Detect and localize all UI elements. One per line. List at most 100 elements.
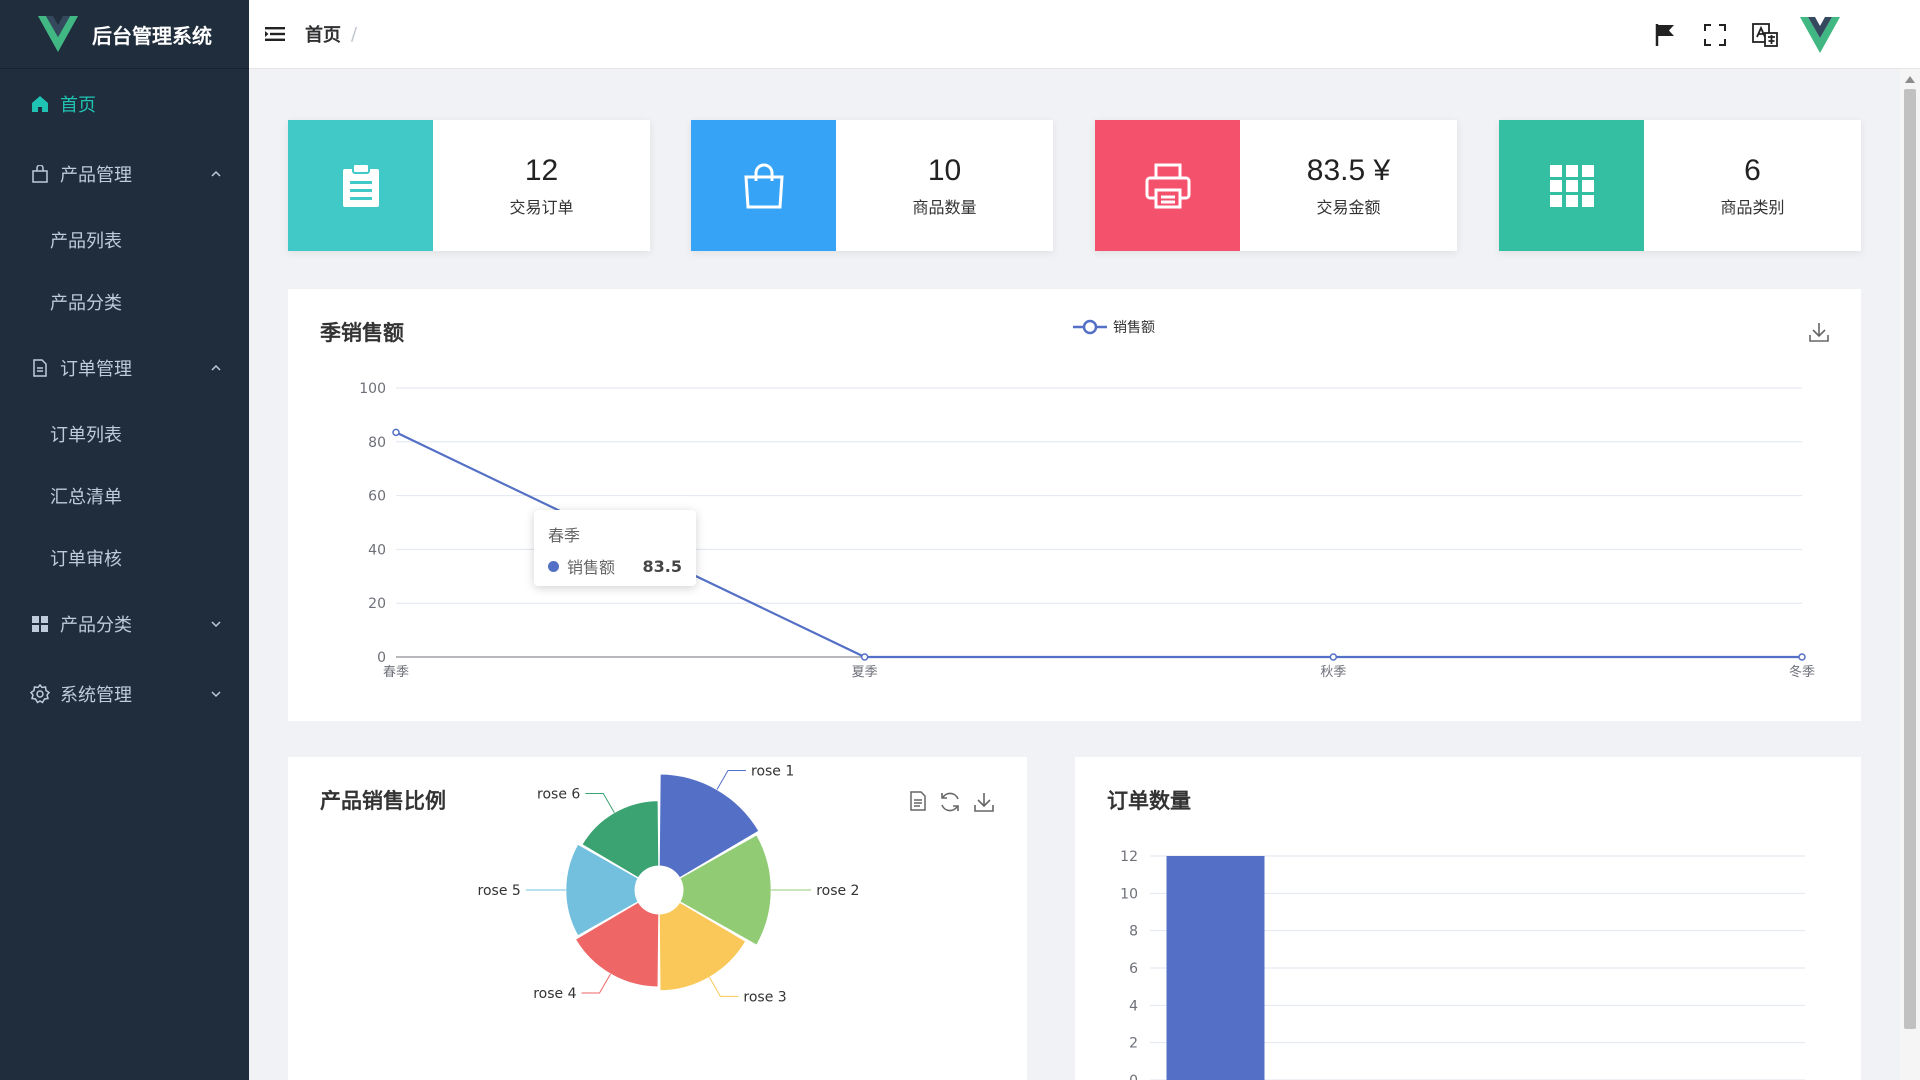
slice-label: rose 4 xyxy=(533,986,576,1002)
seasonal-sales-panel: 季销售额 销售额 0 20 40 60 80 100 春季 夏季 秋季 冬季 春季 销售额 83.… xyxy=(288,289,1861,721)
slice-label: rose 1 xyxy=(751,763,794,779)
y-tick-label: 4 xyxy=(1129,998,1138,1014)
order-count-panel: 订单数量 0 2 4 6 8 10 12 xyxy=(1075,757,1861,1080)
data-point xyxy=(1329,653,1338,661)
sidebar-subitem-product-category[interactable]: 产品分类 xyxy=(50,293,122,314)
y-tick-label: 12 xyxy=(1120,849,1138,865)
product-sales-ratio-panel: 产品销售比例 rose 1 rose 2 rose 3 rose 4 rose 5 ros… xyxy=(288,757,1027,1080)
translate-icon[interactable] xyxy=(1752,22,1778,48)
shopping-bag-icon xyxy=(691,120,836,251)
document-icon xyxy=(30,358,50,378)
tooltip-dot xyxy=(548,560,559,572)
stat-value: 6 xyxy=(1744,153,1761,187)
y-tick-label: 8 xyxy=(1129,924,1138,940)
y-tick-label: 40 xyxy=(368,542,386,558)
stat-value: 12 xyxy=(524,153,559,187)
chart-tooltip: 春季 销售额 83.5 xyxy=(534,510,696,586)
app-logo[interactable]: 后台管理系统 xyxy=(0,0,249,69)
stat-card-categories[interactable]: 6 商品类别 xyxy=(1499,120,1861,251)
label-line xyxy=(716,769,746,790)
vue-logo-icon xyxy=(38,16,78,52)
fullscreen-icon[interactable] xyxy=(1702,22,1728,48)
label-line xyxy=(585,793,615,813)
scroll-up-arrow[interactable] xyxy=(1905,76,1915,83)
stat-value: 83.5 ¥ xyxy=(1306,153,1391,187)
sidebar: 后台管理系统 首页 产品管理 产品列表 产品分类 订单管理 订单列表 汇总清单 … xyxy=(0,0,249,1080)
x-tick-label: 夏季 xyxy=(852,665,878,680)
breadcrumb: 首页 / xyxy=(305,21,357,47)
panel-title: 订单数量 xyxy=(1107,789,1191,813)
slice-label: rose 5 xyxy=(478,883,521,899)
chevron-up-icon xyxy=(211,364,221,371)
sidebar-item-system-management[interactable]: 系统管理 xyxy=(0,659,249,729)
stat-body: 6 商品类别 xyxy=(1644,120,1861,251)
bar xyxy=(1166,856,1265,1080)
sidebar-item-label: 订单管理 xyxy=(60,359,132,380)
pie-slice xyxy=(658,901,747,992)
tooltip-value: 83.5 xyxy=(642,556,682,576)
y-tick-label: 100 xyxy=(359,381,386,397)
sidebar-item-product-management[interactable]: 产品管理 xyxy=(0,139,249,209)
panel-title: 季销售额 xyxy=(320,321,404,345)
stat-body: 10 商品数量 xyxy=(836,120,1053,251)
data-point xyxy=(1798,653,1806,661)
sidebar-item-product-category[interactable]: 产品分类 xyxy=(0,589,249,659)
slice-label: rose 6 xyxy=(537,787,580,803)
stat-value: 10 xyxy=(927,153,962,187)
home-icon xyxy=(30,94,50,114)
hamburger-icon[interactable] xyxy=(265,26,285,42)
stat-label: 商品类别 xyxy=(1720,197,1785,217)
chevron-down-icon xyxy=(211,691,221,698)
sidebar-subitem-order-list[interactable]: 订单列表 xyxy=(50,425,122,446)
stat-card-orders[interactable]: 12 交易订单 xyxy=(288,120,650,251)
chart-legend[interactable]: 销售额 xyxy=(1073,317,1155,337)
sidebar-subitem-summary-list[interactable]: 汇总清单 xyxy=(50,487,122,508)
data-point xyxy=(860,653,869,661)
sidebar-item-label: 产品分类 xyxy=(60,615,132,636)
pie-slice xyxy=(565,843,639,937)
top-header: 首页 / xyxy=(249,0,1920,69)
slice-label: rose 2 xyxy=(816,883,859,899)
stat-card-products[interactable]: 10 商品数量 xyxy=(691,120,1053,251)
dashboard-main: 12 交易订单 10 商品数量 83.5 ¥ 交易金额 6 商品类别 季销 xyxy=(249,69,1899,1080)
gear-icon xyxy=(30,684,50,704)
pie-slice xyxy=(574,901,660,988)
sidebar-item-label: 系统管理 xyxy=(60,685,132,706)
chevron-down-icon xyxy=(211,621,221,628)
y-tick-label: 10 xyxy=(1120,886,1138,902)
stat-label: 商品数量 xyxy=(912,197,977,217)
flag-icon[interactable] xyxy=(1652,22,1678,48)
sidebar-item-order-management[interactable]: 订单管理 xyxy=(0,333,249,403)
page-scrollbar[interactable] xyxy=(1900,69,1920,1080)
download-icon[interactable] xyxy=(973,791,995,813)
y-tick-label: 80 xyxy=(368,435,386,451)
stat-body: 12 交易订单 xyxy=(433,120,650,251)
tooltip-series: 销售额 xyxy=(567,558,616,577)
stat-card-amount[interactable]: 83.5 ¥ 交易金额 xyxy=(1095,120,1457,251)
download-icon[interactable] xyxy=(1808,321,1830,343)
data-view-icon[interactable] xyxy=(909,791,927,811)
refresh-icon[interactable] xyxy=(939,791,961,813)
pie-slice xyxy=(658,773,760,879)
sidebar-item-label: 产品管理 xyxy=(60,165,132,186)
chevron-up-icon xyxy=(211,170,221,177)
y-tick-label: 20 xyxy=(368,596,386,612)
scrollbar-thumb[interactable] xyxy=(1904,89,1916,1029)
slice-label: rose 3 xyxy=(743,989,786,1005)
tooltip-row: 销售额 83.5 xyxy=(548,554,682,578)
vue-logo-icon[interactable] xyxy=(1800,16,1840,53)
sidebar-subitem-order-review[interactable]: 订单审核 xyxy=(50,549,122,570)
pie-slice xyxy=(581,800,660,879)
stat-label: 交易金额 xyxy=(1316,197,1381,217)
sidebar-item-home[interactable]: 首页 xyxy=(0,69,249,139)
legend-line-icon xyxy=(1073,319,1107,335)
legend-label: 销售额 xyxy=(1113,320,1155,336)
label-line xyxy=(708,977,739,997)
y-tick-label: 60 xyxy=(368,489,386,505)
sidebar-subitem-product-list[interactable]: 产品列表 xyxy=(50,231,122,252)
y-tick-label: 0 xyxy=(377,650,386,666)
breadcrumb-item-home[interactable]: 首页 xyxy=(305,25,341,46)
y-tick-label: 0 xyxy=(1129,1073,1138,1080)
pie-slice xyxy=(679,834,772,946)
